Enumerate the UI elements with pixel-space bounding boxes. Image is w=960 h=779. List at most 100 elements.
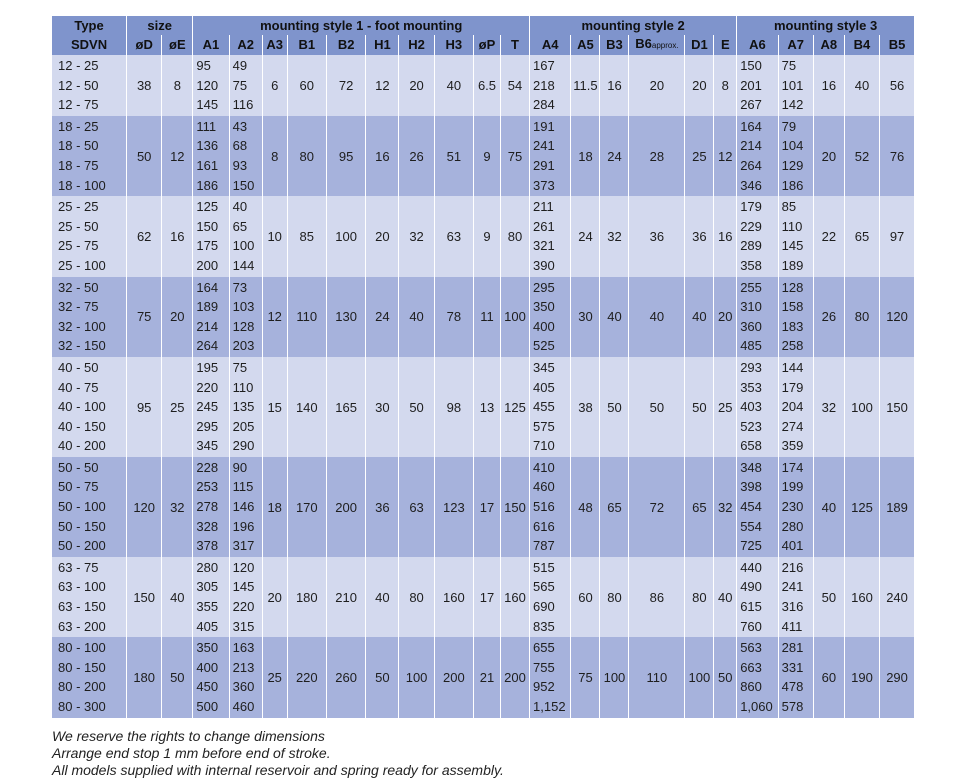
cell-d1: 65: [684, 456, 714, 557]
type-cell: 18 - 75: [52, 155, 127, 176]
cell-a7: 359: [777, 436, 814, 457]
cell-a2: 68: [228, 136, 263, 156]
cell-a4: 455: [529, 397, 571, 417]
cell-a1: 253: [192, 477, 230, 498]
cell-b3: 80: [599, 556, 629, 638]
cell-a2: 196: [228, 516, 263, 537]
cell-b4: 80: [843, 276, 880, 357]
cell-b5: 150: [879, 356, 914, 457]
type-group: 12 - 25 38 8 95 49 6 60 72 12 20 40 6.5 54 167 11.5 16 2…: [52, 55, 914, 116]
dimension-table: Type size mounting style 1 - foot mounti…: [52, 16, 914, 718]
cell-e2: 20: [713, 276, 737, 357]
cell-a6: 615: [736, 597, 779, 617]
col-header-a7: A7: [777, 35, 814, 55]
cell-b6: 110: [628, 637, 685, 718]
size-header: size: [126, 16, 193, 35]
table-row: 80 - 150 400 213 755 663 331: [52, 657, 914, 678]
cell-a1: 350: [192, 637, 230, 658]
cell-b1: 170: [286, 456, 327, 557]
cell-d: 150: [126, 556, 162, 638]
type-cell: 18 - 25: [52, 115, 127, 137]
cell-b5: 240: [879, 556, 914, 638]
type-cell: 18 - 50: [52, 136, 127, 156]
cell-a6: 164: [736, 115, 779, 137]
cell-a3: 8: [261, 115, 288, 197]
cell-b2: 165: [325, 356, 366, 457]
table-row: 50 - 200 378 317 787 725 401: [52, 536, 914, 557]
cell-d1: 80: [684, 556, 714, 638]
cell-a1: 245: [192, 397, 230, 417]
cell-a6: 663: [736, 657, 779, 678]
cell-b4: 125: [843, 456, 880, 557]
cell-b3: 65: [599, 456, 629, 557]
cell-a7: 258: [777, 336, 814, 357]
type-cell: 63 - 200: [52, 616, 127, 638]
cell-d1: 40: [684, 276, 714, 357]
cell-a7: 204: [777, 397, 814, 417]
dimension-sheet: Type size mounting style 1 - foot mounti…: [52, 16, 914, 779]
table-row: 18 - 75 161 93 291 264 129: [52, 155, 914, 176]
table-row: 32 - 100 214 128 400 360 183: [52, 316, 914, 337]
cell-a7: 85: [777, 196, 814, 217]
col-header-a1: A1: [192, 35, 230, 55]
cell-a1: 200: [192, 255, 230, 277]
type-group: 40 - 50 95 25 195 75 15 140 165 30 50 98 13 125 345 38…: [52, 356, 914, 457]
cell-a4: 405: [529, 377, 571, 398]
cell-p: 9: [473, 115, 501, 197]
cell-a4: 755: [529, 657, 571, 678]
cell-a7: 129: [777, 155, 814, 176]
cell-h2: 50: [398, 356, 435, 457]
cell-a7: 189: [777, 255, 814, 277]
cell-a1: 161: [192, 155, 230, 176]
col-header-a4: A4: [529, 35, 571, 55]
cell-a3: 12: [261, 276, 288, 357]
cell-e: 32: [161, 456, 193, 557]
cell-e2: 40: [713, 556, 737, 638]
cell-a2: 115: [228, 477, 263, 498]
cell-a1: 228: [192, 456, 230, 478]
cell-d1: 50: [684, 356, 714, 457]
table-row: 50 - 150 328 196 616 554 280: [52, 516, 914, 537]
type-cell: 40 - 50: [52, 356, 127, 378]
cell-a1: 305: [192, 577, 230, 598]
cell-a8: 60: [812, 637, 845, 718]
table-row: 80 - 300 500 460 1,152 1,060 578: [52, 697, 914, 718]
cell-e2: 12: [713, 115, 737, 197]
col-header-b5: B5: [879, 35, 914, 55]
cell-t: 54: [499, 55, 530, 116]
cell-a2: 49: [228, 55, 263, 76]
type-cell: 25 - 25: [52, 196, 127, 217]
cell-t: 200: [499, 637, 530, 718]
cell-d: 95: [126, 356, 162, 457]
cell-h1: 40: [365, 556, 399, 638]
cell-a4: 655: [529, 637, 571, 658]
footnote: We reserve the rights to change dimensio…: [52, 727, 325, 744]
type-cell: 80 - 150: [52, 657, 127, 678]
type-group: 18 - 25 50 12 111 43 8 80 95 16 26 51 9 75 191 18 24 28 2…: [52, 115, 914, 197]
table-row: 40 - 100 245 135 455 403 204: [52, 397, 914, 417]
col-header-a8: A8: [812, 35, 845, 55]
cell-a1: 328: [192, 516, 230, 537]
cell-a4: 616: [529, 516, 571, 537]
cell-a1: 220: [192, 377, 230, 398]
cell-a5: 48: [570, 456, 600, 557]
col-header-b4: B4: [843, 35, 880, 55]
table-row: 40 - 75 220 110 405 353 179: [52, 377, 914, 398]
cell-a3: 25: [261, 637, 288, 718]
col-header-a5: A5: [570, 35, 600, 55]
cell-b6: 20: [628, 55, 685, 116]
table-row: 32 - 150 264 203 525 485 258: [52, 336, 914, 357]
cell-d: 38: [126, 55, 162, 116]
cell-p: 17: [473, 556, 501, 638]
cell-a6: 398: [736, 477, 779, 498]
cell-a5: 38: [570, 356, 600, 457]
table-row: 50 - 75 253 115 460 398 199: [52, 477, 914, 498]
cell-a1: 450: [192, 677, 230, 697]
type-cell: 80 - 100: [52, 637, 127, 658]
cell-e: 12: [161, 115, 193, 197]
type-cell: 80 - 300: [52, 697, 127, 718]
table-row: 12 - 50 120 75 218 201 101: [52, 75, 914, 96]
cell-a6: 485: [736, 336, 779, 357]
cell-a6: 150: [736, 55, 779, 76]
cell-a6: 358: [736, 255, 779, 277]
